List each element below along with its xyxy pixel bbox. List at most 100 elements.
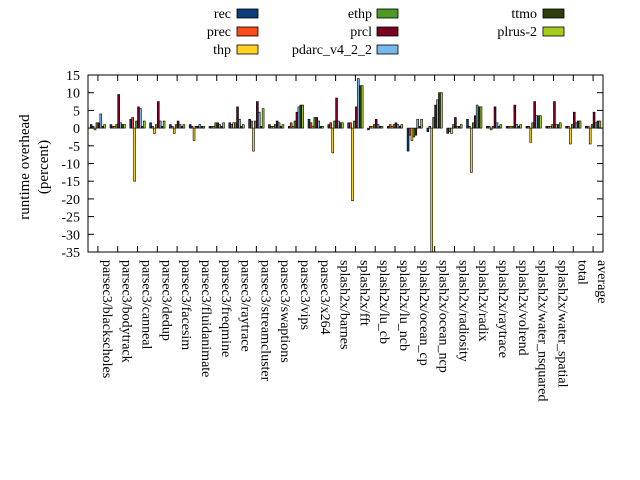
bar-thp <box>192 127 196 141</box>
bar-plrus-2 <box>341 122 344 129</box>
bar-thp <box>529 127 533 143</box>
bar-prec <box>151 126 154 129</box>
bar-rec <box>406 127 410 152</box>
x-tick-label: average <box>594 260 609 304</box>
bar-group <box>386 122 404 129</box>
bar-prec <box>329 122 333 129</box>
x-tick-label: splash2x/water_nsquared <box>535 260 550 402</box>
bar-group <box>287 104 304 129</box>
legend-label: thp <box>213 43 231 58</box>
legend-item-rec: rec <box>214 7 259 22</box>
bar-thp <box>588 127 592 145</box>
y-axis: 15 10 5 0 -5 -10 -15 -20 -25 -30 -35 <box>61 69 603 261</box>
legend-label: rec <box>214 7 231 22</box>
bar-plrus-2 <box>202 126 205 129</box>
bar-thp <box>351 127 354 201</box>
x-tick-label: splash2x/radix <box>475 260 490 342</box>
bar-thp <box>172 127 176 134</box>
bar-group <box>208 122 225 129</box>
x-tick-label: splash2x/barnes <box>337 260 352 349</box>
legend-label: plrus-2 <box>497 25 537 40</box>
y-tick-label: -10 <box>61 158 80 173</box>
y-axis-label: runtime overhead <box>17 114 33 220</box>
bar-prec <box>468 126 471 129</box>
bar-plrus-2 <box>281 124 285 129</box>
bar-group <box>505 104 522 129</box>
bar-prec <box>586 126 590 129</box>
bar-plrus-2 <box>380 126 384 129</box>
x-tick-label: splash2x/ocean_ncp <box>436 260 451 373</box>
bar-thp <box>569 127 572 145</box>
x-tick-label: parsec3/vips <box>297 260 312 330</box>
bar-plrus-2 <box>519 124 522 129</box>
x-tick-label: splash2x/lu_ncb <box>396 260 411 351</box>
legend-item-plrus-2: plrus-2 <box>497 25 565 40</box>
bar-prec <box>487 126 491 129</box>
bar-prec <box>527 126 531 129</box>
y-tick-label: 15 <box>66 69 80 84</box>
bar-group <box>565 111 582 145</box>
legend-item-prcl: prcl <box>350 25 399 40</box>
bar-plrus-2 <box>459 124 463 129</box>
bar-plrus-2 <box>321 126 324 129</box>
x-tick-label: total <box>574 260 589 285</box>
bar-prcl <box>513 104 517 129</box>
x-axis: parsec3/blackscholes parsec3/bodytrack par… <box>97 75 609 402</box>
bar-rec <box>426 127 430 132</box>
legend-swatch <box>236 44 259 55</box>
bar-prec <box>131 117 134 129</box>
x-tick-label: splash2x/lu_cb <box>376 260 391 344</box>
bar-plrus-2 <box>103 124 106 129</box>
legend-label: ttmo <box>511 7 537 22</box>
bar-group <box>89 113 106 131</box>
y-tick-label: -5 <box>68 140 80 155</box>
x-tick-label: parsec3/dedup <box>158 260 173 341</box>
x-tick-label: parsec3/x264 <box>317 260 332 335</box>
bar-prec <box>171 126 174 129</box>
bar-plrus-2 <box>499 124 503 129</box>
bar-plrus-2 <box>182 124 186 129</box>
bar-group <box>307 117 324 129</box>
bar-prcl <box>572 111 576 129</box>
bar-plrus-2 <box>222 122 225 129</box>
bar-plrus-2 <box>440 92 443 129</box>
bar-prec <box>428 126 432 129</box>
bar-plrus-2 <box>123 124 126 129</box>
y-tick-label: -30 <box>61 228 80 243</box>
x-tick-label: splash2x/water_spatial <box>555 260 570 388</box>
x-tick-label: splash2x/radiosity <box>455 260 470 362</box>
bar-prec <box>250 120 253 129</box>
x-tick-label: parsec3/canneal <box>139 260 154 349</box>
bar-pdarc_v4_2_2 <box>158 120 162 129</box>
bar-plrus-2 <box>360 85 364 129</box>
legend-item-prec: prec <box>207 25 259 40</box>
x-tick-label: parsec3/fluidanimate <box>198 260 213 377</box>
bar-prcl <box>236 106 239 129</box>
bar-thp <box>133 127 136 182</box>
bar-group <box>585 111 602 145</box>
y-tick-label: 5 <box>73 104 80 119</box>
x-tick-label: parsec3/facesim <box>178 260 193 350</box>
bar-prcl <box>493 106 497 129</box>
bar-pdarc_v4_2_2 <box>99 113 103 129</box>
bar-plrus-2 <box>479 106 483 129</box>
bar-plrus-2 <box>143 120 146 129</box>
x-tick-label: splash2x/raytrace <box>495 260 510 358</box>
x-tick-label: splash2x/ocean_cp <box>416 260 431 366</box>
x-tick-label: parsec3/bodytrack <box>119 260 134 363</box>
legend-item-thp: thp <box>213 43 259 58</box>
bar-thp <box>470 127 473 173</box>
bar-thp <box>153 127 156 134</box>
bar-plrus-2 <box>558 122 562 129</box>
bar-group <box>426 92 443 253</box>
bar-thp <box>450 127 453 134</box>
y-axis-title: runtime overhead (percent) <box>17 114 52 220</box>
bar-thp <box>93 127 97 131</box>
bar-group <box>169 120 186 134</box>
bar-thp <box>331 127 334 154</box>
bar-prcl <box>157 101 160 129</box>
bar-group <box>486 106 503 131</box>
bar-prcl <box>117 94 120 129</box>
bar-plrus-2 <box>578 120 582 129</box>
